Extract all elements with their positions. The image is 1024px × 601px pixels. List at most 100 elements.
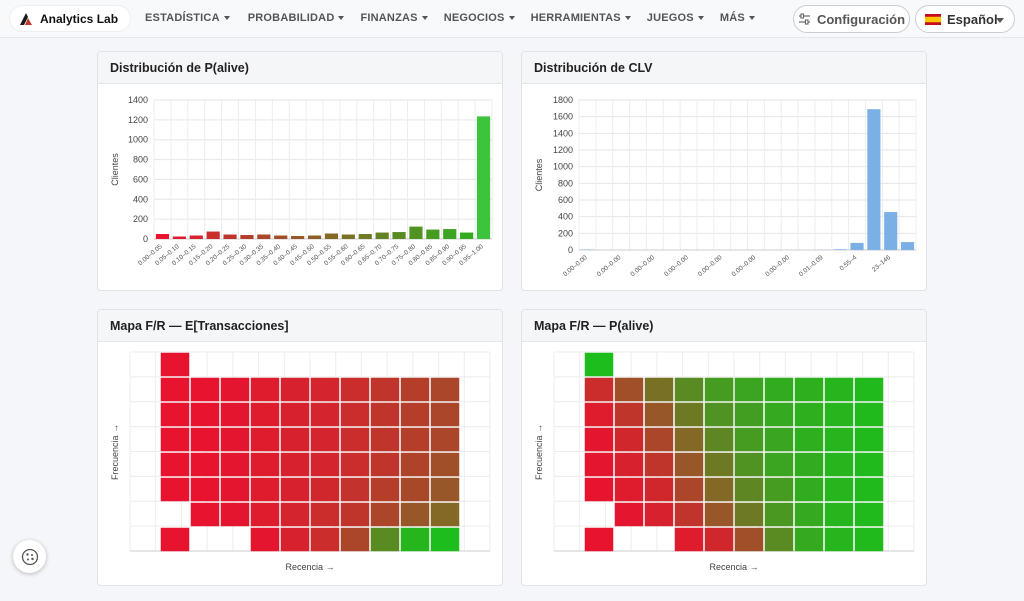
heatmap-cell <box>190 452 220 477</box>
nav-item[interactable]: FINANZAS <box>360 12 428 24</box>
heatmap-cell <box>734 502 764 527</box>
bar <box>358 234 372 239</box>
fr-palive-heatmap: Recencia → Frecuencia → <box>534 351 915 572</box>
heatmap-cell <box>674 402 704 427</box>
heatmap-cell <box>280 427 310 452</box>
cookie-settings-button[interactable] <box>13 540 46 573</box>
heatmap-cell <box>340 477 370 502</box>
nav-item[interactable]: NEGOCIOS <box>444 12 515 24</box>
heatmap-cell <box>250 377 280 402</box>
heatmap-cell <box>190 502 220 527</box>
settings-button[interactable]: Configuración <box>793 5 910 33</box>
heatmap-cell <box>310 502 340 527</box>
heatmap-cell <box>794 402 824 427</box>
heatmap-cell <box>190 427 220 452</box>
heatmap-cell <box>644 377 674 402</box>
x-tick-label: 0.00–0.00 <box>562 254 589 278</box>
nav-item[interactable]: HERRAMIENTAS <box>531 12 631 24</box>
nav-item-label: ESTADÍSTICA <box>145 12 220 24</box>
brand-home-link[interactable]: Analytics Lab <box>10 6 131 31</box>
heatmap-cell <box>584 427 614 452</box>
y-tick-label: 0 <box>568 245 573 255</box>
card-title: Mapa F/R — E[Transacciones] <box>98 310 502 342</box>
heatmap-cell <box>400 502 430 527</box>
fr-transactions-heatmap: Recencia → Frecuencia → <box>110 351 491 572</box>
y-tick-label: 400 <box>133 194 148 204</box>
y-tick-label: 800 <box>558 178 573 188</box>
heatmap-cell <box>644 402 674 427</box>
heatmap-cell <box>280 527 310 552</box>
heatmap-cell <box>764 502 794 527</box>
heatmap-cell <box>584 477 614 502</box>
heatmap-cell <box>250 527 280 552</box>
heatmap-cell <box>370 402 400 427</box>
heatmap-cell <box>734 427 764 452</box>
x-tick-label: 0.00–0.00 <box>764 254 791 278</box>
heatmap-cell <box>370 527 400 552</box>
heatmap-cell <box>160 477 190 502</box>
x-tick-label: 0.01–0.09 <box>798 254 825 278</box>
fr-map-transactions-card: Mapa F/R — E[Transacciones] Recencia → F… <box>97 309 503 586</box>
heatmap-cell <box>674 427 704 452</box>
y-tick-label: 1600 <box>553 112 573 122</box>
nav-item[interactable]: PROBABILIDAD <box>248 12 345 24</box>
heatmap-cell <box>794 452 824 477</box>
heatmap-cell <box>734 377 764 402</box>
heatmap-cell <box>734 402 764 427</box>
heatmap-cell <box>370 452 400 477</box>
y-axis-label: Frecuencia → <box>110 424 120 480</box>
nav-item[interactable]: ESTADÍSTICA <box>145 12 230 24</box>
fr-map-palive-card: Mapa F/R — P(alive) Recencia → Frecuenci… <box>521 309 927 586</box>
heatmap-cell <box>430 527 460 552</box>
heatmap-cell <box>824 502 854 527</box>
nav-item-label: MÁS <box>719 12 745 24</box>
nav-item[interactable]: MÁS <box>720 12 755 24</box>
y-tick-label: 1200 <box>128 115 148 125</box>
heatmap-cell <box>764 452 794 477</box>
heatmap-cell <box>734 452 764 477</box>
heatmap-cell <box>614 427 644 452</box>
heatmap-cell <box>340 427 370 452</box>
x-tick-label: 23–146 <box>871 254 892 274</box>
y-axis-title: Clientes <box>534 158 544 191</box>
y-tick-label: 1200 <box>553 145 573 155</box>
heatmap-cell <box>584 352 614 377</box>
heatmap-cell <box>704 502 734 527</box>
heatmap-cell <box>584 377 614 402</box>
heatmap-cell <box>614 377 644 402</box>
heatmap-cell <box>794 377 824 402</box>
heatmap-cell <box>704 427 734 452</box>
heatmap-cell <box>430 452 460 477</box>
heatmap-cell <box>674 502 704 527</box>
bar <box>307 235 322 239</box>
heatmap-cell <box>160 452 190 477</box>
heatmap-cell <box>280 452 310 477</box>
caret-down-icon <box>338 16 345 20</box>
heatmap-cell <box>704 477 734 502</box>
nav-item[interactable]: JUEGOS <box>647 12 704 24</box>
heatmap-cell <box>160 427 190 452</box>
heatmap-cell <box>584 527 614 552</box>
language-selector[interactable]: Español <box>915 5 1015 33</box>
bar <box>155 234 170 239</box>
bar <box>867 109 881 251</box>
nav-item-label: FINANZAS <box>360 12 418 24</box>
heatmap-cell <box>310 452 340 477</box>
y-axis-title: Clientes <box>110 153 120 186</box>
x-axis-label: Recencia → <box>709 562 758 572</box>
y-tick-label: 800 <box>133 155 148 165</box>
y-tick-label: 1000 <box>128 135 148 145</box>
heatmap-cell <box>220 502 250 527</box>
heatmap-cell <box>734 527 764 552</box>
x-axis-label: Recencia → <box>285 562 334 572</box>
heatmap-cell <box>854 527 884 552</box>
heatmap-cell <box>430 402 460 427</box>
x-tick-label: 0.00–0.00 <box>731 254 758 278</box>
caret-down-icon <box>697 16 704 20</box>
heatmap-cell <box>340 377 370 402</box>
heatmap-cell <box>854 402 884 427</box>
heatmap-cell <box>340 502 370 527</box>
heatmap-cell <box>400 402 430 427</box>
heatmap-cell <box>400 452 430 477</box>
y-tick-label: 1000 <box>553 162 573 172</box>
